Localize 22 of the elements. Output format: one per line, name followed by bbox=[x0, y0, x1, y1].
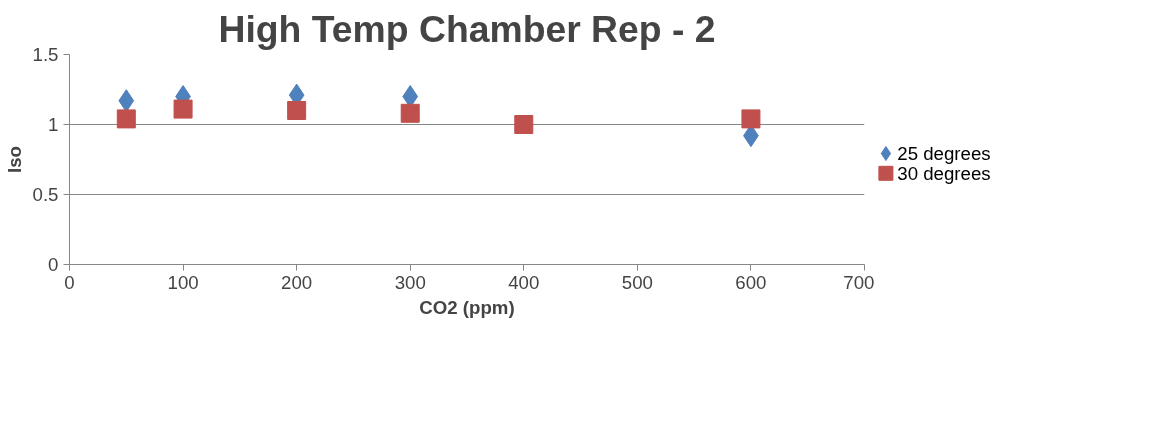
x-axis-title: CO2 (ppm) bbox=[419, 296, 515, 318]
x-tick-label: 400 bbox=[508, 271, 540, 293]
chart-title: High Temp Chamber Rep - 2 bbox=[218, 7, 716, 50]
y-tick-label: 1 bbox=[48, 114, 59, 135]
y-tick-label: 0 bbox=[48, 254, 59, 275]
y-tick-label: 1.5 bbox=[32, 44, 59, 65]
y-axis-title: Iso bbox=[3, 146, 25, 173]
x-tick-label: 500 bbox=[621, 271, 653, 293]
point bbox=[287, 101, 307, 120]
x-tick-label: 100 bbox=[167, 271, 199, 293]
x-tick-label: 700 bbox=[843, 271, 875, 293]
x-tick-label: 600 bbox=[735, 271, 767, 293]
y-tick-label: 0.5 bbox=[32, 184, 59, 205]
legend-label: 25 degrees bbox=[897, 143, 991, 164]
x-tick-label: 0 bbox=[64, 271, 75, 293]
point bbox=[116, 109, 136, 129]
point bbox=[514, 115, 534, 134]
point bbox=[741, 109, 761, 129]
x-tick-label: 200 bbox=[281, 271, 313, 293]
point bbox=[400, 103, 420, 123]
x-tick-label: 300 bbox=[394, 271, 426, 293]
point bbox=[173, 99, 193, 119]
